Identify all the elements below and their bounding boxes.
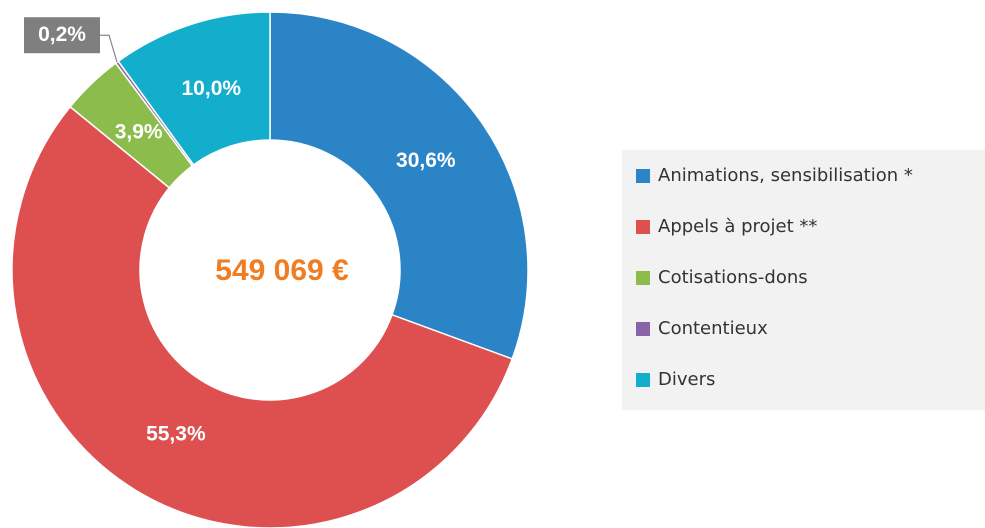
value-label: 3,9%	[115, 120, 163, 143]
value-label: 55,3%	[146, 423, 206, 446]
legend-swatch	[636, 220, 650, 234]
legend-swatch	[636, 373, 650, 387]
value-label: 30,6%	[396, 149, 456, 172]
value-label: 0,2%	[38, 23, 86, 46]
legend-swatch	[636, 322, 650, 336]
donut-slice	[11, 105, 514, 528]
legend-label: Appels à projet **	[658, 216, 817, 237]
center-label: 549 069 €	[215, 254, 349, 287]
label-box	[24, 17, 100, 54]
legend-label: Divers	[658, 369, 715, 390]
legend-swatch	[636, 169, 650, 183]
value-label: 10,0%	[182, 77, 242, 100]
legend-background	[622, 150, 985, 410]
legend-label: Cotisations-dons	[658, 267, 808, 288]
legend-label: Contentieux	[658, 318, 768, 339]
donut-slice	[269, 11, 529, 360]
donut-slice	[117, 11, 271, 166]
legend-label: Animations, sensibilisation *	[658, 165, 913, 186]
leader-line	[100, 34, 118, 63]
legend-swatch	[636, 271, 650, 285]
